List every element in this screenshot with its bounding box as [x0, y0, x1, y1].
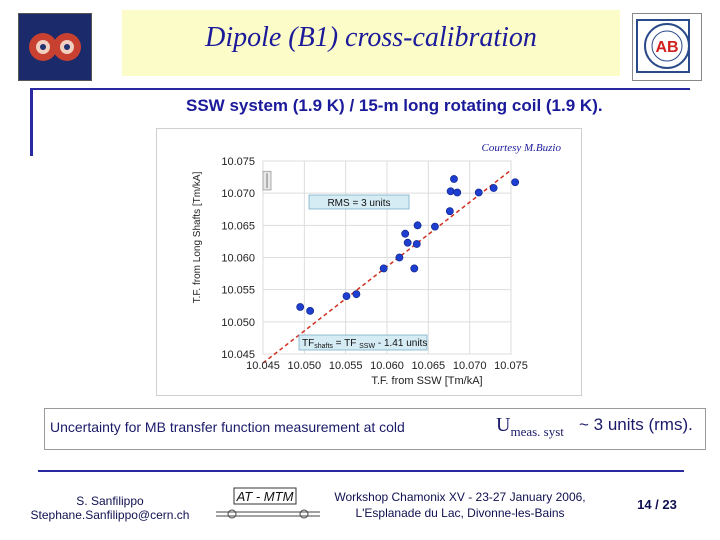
rotating-coil-icon: AT - MTM	[216, 487, 320, 519]
y-tick-label: 10.070	[221, 188, 255, 200]
annotations: Courtesy M.Buzio RMS = 3 units TFshafts = …	[262, 142, 562, 351]
slide-title: Dipole (B1) cross-calibration	[205, 22, 537, 53]
x-tick-label: 10.055	[329, 360, 363, 372]
rms-label: RMS = 3 units	[327, 198, 390, 209]
data-point	[296, 303, 305, 311]
footer-rule	[38, 470, 684, 472]
uncertainty-text: Uncertainty for MB transfer function mea…	[50, 419, 405, 435]
x-tick-label: 10.075	[494, 360, 528, 372]
data-point	[403, 238, 412, 247]
decor-horizontal-rule	[30, 88, 690, 90]
uncertainty-symbol: Umeas. syst	[496, 414, 564, 440]
x-tick-label: 10.065	[412, 360, 446, 372]
data-point	[342, 292, 351, 300]
data-point	[489, 184, 498, 192]
data-point	[306, 306, 315, 315]
title-band	[122, 10, 620, 76]
x-tick-label: 10.060	[370, 360, 404, 372]
data-point	[450, 175, 458, 183]
data-point	[511, 178, 520, 187]
scatter-plot: 10.045 10.050 10.055 10.060 10.065 10.070 10.0…	[192, 142, 562, 387]
fit-label-box	[298, 334, 428, 351]
data-point	[413, 221, 422, 230]
uncertainty-box	[44, 408, 706, 450]
fit-equation-part: shafts	[314, 343, 333, 350]
y-tick-label: 10.055	[221, 285, 255, 297]
footer-workshop-line1: Workshop Chamonix XV - 23-27 January 200…	[334, 490, 586, 504]
ab-logo-text: AB	[655, 39, 678, 56]
data-point	[446, 187, 455, 196]
uncertainty-value: ~ 3 units (rms).	[579, 415, 693, 434]
footer-workshop-line2: L'Esplanade du Lac, Divonne-les-Bains	[355, 506, 565, 520]
courtesy-note: Courtesy M.Buzio	[482, 142, 562, 154]
grid-lines	[262, 160, 512, 355]
fit-equation-part: SSW	[359, 343, 375, 350]
data-point	[474, 188, 483, 197]
fit-equation-part: TF	[302, 338, 314, 349]
y-tick-label: 10.050	[221, 317, 255, 329]
data-point	[395, 253, 404, 262]
cern-logo-image	[18, 13, 92, 81]
data-point	[445, 207, 454, 216]
data-point	[453, 188, 462, 197]
data-point	[352, 290, 361, 299]
x-tick-label: 10.050	[288, 360, 322, 372]
y-tick-label: 10.060	[221, 253, 255, 265]
y-tick-label: 10.065	[221, 220, 255, 232]
slide-subtitle: SSW system (1.9 K) / 15-m long rotating …	[186, 96, 603, 115]
rms-label-box	[308, 194, 410, 210]
fit-equation-part: = TF	[333, 338, 359, 349]
data-point	[401, 229, 410, 238]
magnet-cross-section-icon	[19, 14, 91, 80]
data-point	[410, 264, 419, 273]
x-axis-label: T.F. from SSW [Tm/kA]	[371, 375, 482, 387]
data-point	[431, 222, 439, 231]
y-tick-label: 10.045	[221, 349, 255, 361]
y-axis-label: T.F. from Long Shafts [Tm/kA]	[192, 171, 203, 303]
data-point	[412, 240, 421, 248]
uncertainty-symbol-main: U	[496, 414, 511, 436]
at-mtm-logo: AT - MTM	[212, 486, 324, 522]
y-tick-label: 10.075	[221, 156, 255, 168]
fit-equation-label: TFshafts = TF SSW - 1.41 units	[302, 338, 427, 350]
page-number: 14 / 23	[637, 497, 677, 512]
data-points	[296, 175, 520, 315]
calibration-chart: 10.045 10.050 10.055 10.060 10.065 10.070 10.0…	[156, 128, 582, 396]
at-mtm-logo-text: AT - MTM	[236, 489, 294, 504]
footer-author: S. Sanfilippo	[76, 494, 144, 508]
x-tick-label: 10.045	[246, 360, 280, 372]
ab-department-icon: AB	[636, 19, 690, 73]
footer-email: Stephane.Sanfilippo@cern.ch	[30, 508, 190, 522]
ab-logo: AB	[632, 13, 702, 81]
data-point	[379, 264, 388, 273]
tick-labels: 10.045 10.050 10.055 10.060 10.065 10.070 10.0…	[192, 156, 528, 387]
fit-equation-part: - 1.41 units	[375, 338, 427, 349]
uncertainty-symbol-subscript: meas. syst	[510, 424, 564, 439]
x-tick-label: 10.070	[453, 360, 487, 372]
decor-vertical-rule	[30, 88, 33, 156]
